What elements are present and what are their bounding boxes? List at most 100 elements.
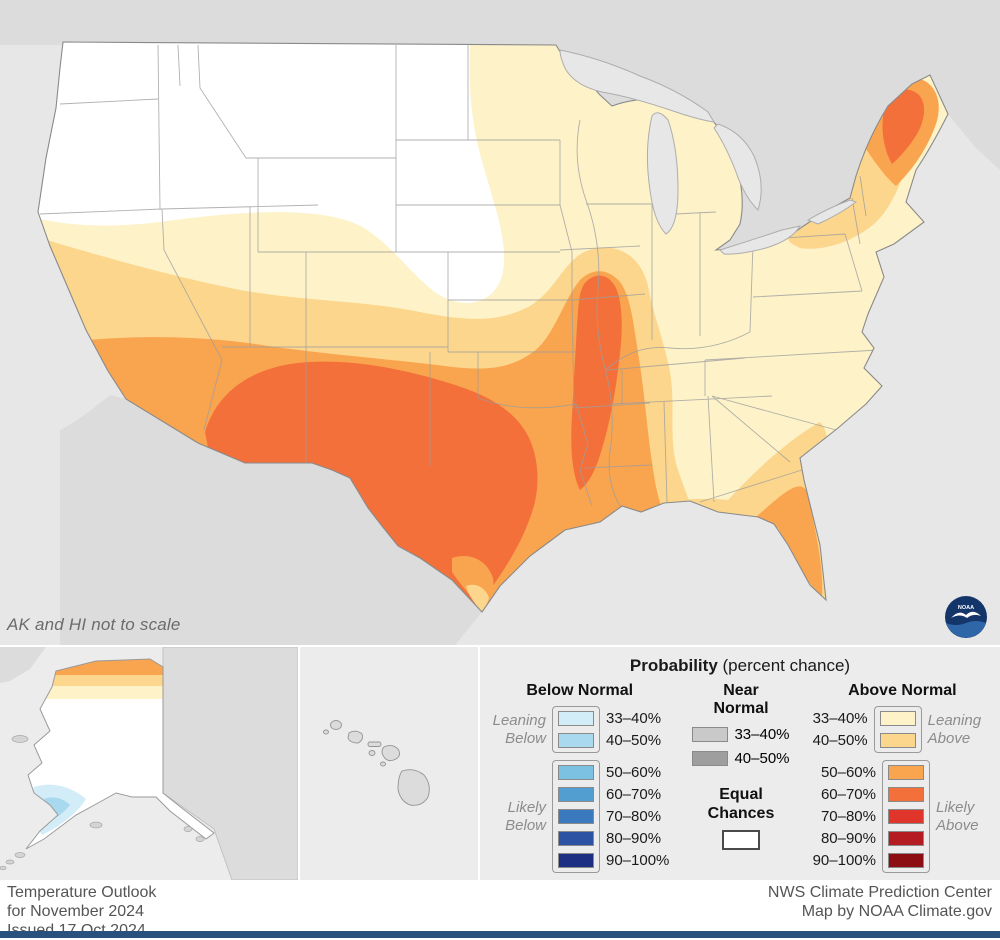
above-60-70-label: 60–70%	[820, 786, 876, 803]
legend-body: Below Normal Leaning Below 33–40% 40–50%	[480, 676, 1000, 880]
legend-below-column: Below Normal Leaning Below 33–40% 40–50%	[490, 680, 669, 880]
near-33-40-swatch	[692, 727, 729, 742]
below-70-80-label: 70–80%	[606, 808, 662, 825]
lake-michigan	[646, 112, 679, 235]
above-60-70-core	[205, 361, 538, 612]
aleutian-islands	[0, 735, 205, 871]
leaning-above-swatches	[873, 706, 922, 753]
footer-blue-bar	[0, 931, 1000, 938]
leaning-above-group: 33–40% 40–50% Leaning Above	[813, 706, 992, 753]
near-33-40-label: 33–40%	[734, 726, 790, 743]
footer-credit-block: NWS Climate Prediction Center Map by NOA…	[768, 883, 992, 921]
legend-panel: Probability (percent chance) Below Norma…	[480, 647, 1000, 880]
maui-island	[381, 744, 401, 762]
mexico-landmass	[60, 395, 482, 645]
leaning-below-values: 33–40% 40–50%	[606, 711, 661, 748]
above-60-70-arkansas-tongue	[571, 275, 622, 490]
above-80-90-label: 80–90%	[820, 830, 876, 847]
near-40-50-label: 40–50%	[734, 750, 790, 767]
hawaii-ocean	[300, 647, 478, 880]
niihau-island	[323, 729, 329, 735]
above-33-40-swatch	[879, 711, 916, 726]
above-90-100-swatch	[888, 853, 924, 868]
below-90-100-label: 90–100%	[606, 852, 670, 869]
legend-title-suffix: (percent chance)	[717, 656, 851, 675]
below-33-40-swatch	[558, 711, 594, 726]
footer-outlook-type: Temperature Outlook	[7, 884, 157, 901]
great-lakes	[559, 49, 858, 255]
conus-map-area: AK and HI not to scale NOAA	[0, 0, 1000, 645]
above-80-90-swatch	[888, 831, 924, 846]
leaning-below-label: Leaning Below	[492, 711, 546, 747]
above-50-60-label: 50–60%	[820, 764, 876, 781]
above-33-40-label: 33–40%	[812, 710, 868, 727]
equal-chances-swatch	[722, 830, 760, 850]
below-33-40-label: 33–40%	[606, 710, 662, 727]
near-40-50-row: 40–50%	[692, 750, 790, 767]
kauai-island	[330, 720, 342, 730]
above-50-60-swatch	[888, 765, 924, 780]
st-lawrence-island	[11, 735, 29, 743]
below-60-70-label: 60–70%	[606, 786, 662, 803]
below-60-70-swatch	[558, 787, 594, 802]
below-40-50-swatch	[558, 733, 594, 748]
likely-above-swatches	[882, 760, 930, 873]
likely-below-values: 50–60% 60–70% 70–80% 80–90% 90–100%	[606, 765, 669, 868]
likely-below-group: Likely Below 50–60% 60–70% 70–80%	[490, 760, 669, 873]
legend-title: Probability (percent chance)	[480, 647, 1000, 676]
hawaiian-islands	[323, 720, 430, 806]
likely-above-values: 50–60% 60–70% 70–80% 80–90% 90–100%	[813, 765, 876, 868]
footer-map-credit: Map by NOAA Climate.gov	[801, 903, 992, 920]
hawaii-inset-map	[300, 647, 478, 880]
legend-above-column: Above Normal 33–40% 40–50% Leaning Above	[813, 680, 992, 880]
near-33-40-row: 33–40%	[692, 726, 790, 743]
below-80-90-label: 80–90%	[606, 830, 662, 847]
noaa-logo-text: NOAA	[958, 605, 974, 611]
lake-superior	[559, 49, 715, 123]
above-90-100-label: 90–100%	[812, 852, 876, 869]
near-normal-rows: 33–40% 40–50%	[692, 726, 790, 767]
kahoolawe-island	[380, 761, 386, 767]
hawaii-inset-panel	[300, 647, 478, 880]
legend-near-column: Near Normal 33–40% 40–50% Equal Chances	[692, 680, 790, 850]
noaa-seagull-icon	[951, 611, 981, 618]
alaska-inset-map	[0, 647, 298, 880]
big-island	[397, 769, 430, 806]
below-70-80-swatch	[558, 809, 594, 824]
lanai-island	[368, 750, 376, 756]
oahu-island	[347, 730, 363, 744]
scale-note: AK and HI not to scale	[7, 615, 181, 634]
likely-above-group: 50–60% 60–70% 70–80% 80–90% 90–100%	[813, 760, 992, 873]
inset-row: Probability (percent chance) Below Norma…	[0, 645, 1000, 880]
above-60-70-swatch	[888, 787, 924, 802]
above-70-80-label: 70–80%	[820, 808, 876, 825]
footer-agency: NWS Climate Prediction Center	[767, 884, 992, 901]
leaning-below-group: Leaning Below 33–40% 40–50%	[490, 706, 669, 753]
footer-outlook-period: for November 2024	[7, 903, 144, 920]
molokai-island	[367, 741, 382, 747]
near-normal-header: Near Normal	[713, 682, 769, 717]
likely-below-label: Likely Below	[505, 798, 546, 834]
lake-erie	[719, 225, 801, 255]
below-normal-header: Below Normal	[526, 682, 634, 699]
below-50-60-swatch	[558, 765, 594, 780]
equal-chances-region	[38, 42, 505, 303]
lake-huron	[713, 123, 762, 211]
equal-chances-label: Equal Chances	[707, 786, 775, 822]
likely-below-swatches	[552, 760, 600, 873]
leaning-below-swatches	[552, 706, 600, 753]
below-80-90-swatch	[558, 831, 594, 846]
leaning-above-values: 33–40% 40–50%	[813, 711, 868, 748]
noaa-logo: NOAA	[945, 596, 987, 638]
below-50-60-label: 50–60%	[606, 764, 662, 781]
leaning-above-label: Leaning Above	[927, 711, 982, 747]
above-40-50-swatch	[879, 733, 916, 748]
alaska-inset-panel	[0, 647, 298, 880]
noaa-logo-wave	[946, 621, 986, 638]
equal-chances-block: Equal Chances	[692, 785, 789, 850]
vancouver-island	[8, 8, 58, 42]
lake-ontario	[806, 199, 858, 225]
below-40-50-label: 40–50%	[606, 732, 662, 749]
near-40-50-swatch	[692, 751, 729, 766]
